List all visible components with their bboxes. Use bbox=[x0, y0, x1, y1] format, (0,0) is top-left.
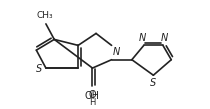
Text: N: N bbox=[139, 33, 146, 43]
Text: S: S bbox=[36, 64, 42, 74]
Text: S: S bbox=[150, 78, 156, 88]
Text: CH₃: CH₃ bbox=[36, 11, 53, 20]
Text: H: H bbox=[89, 98, 96, 107]
Text: OH: OH bbox=[85, 91, 100, 101]
Text: N: N bbox=[113, 47, 120, 57]
Text: N: N bbox=[160, 33, 168, 43]
Text: O: O bbox=[89, 90, 96, 100]
